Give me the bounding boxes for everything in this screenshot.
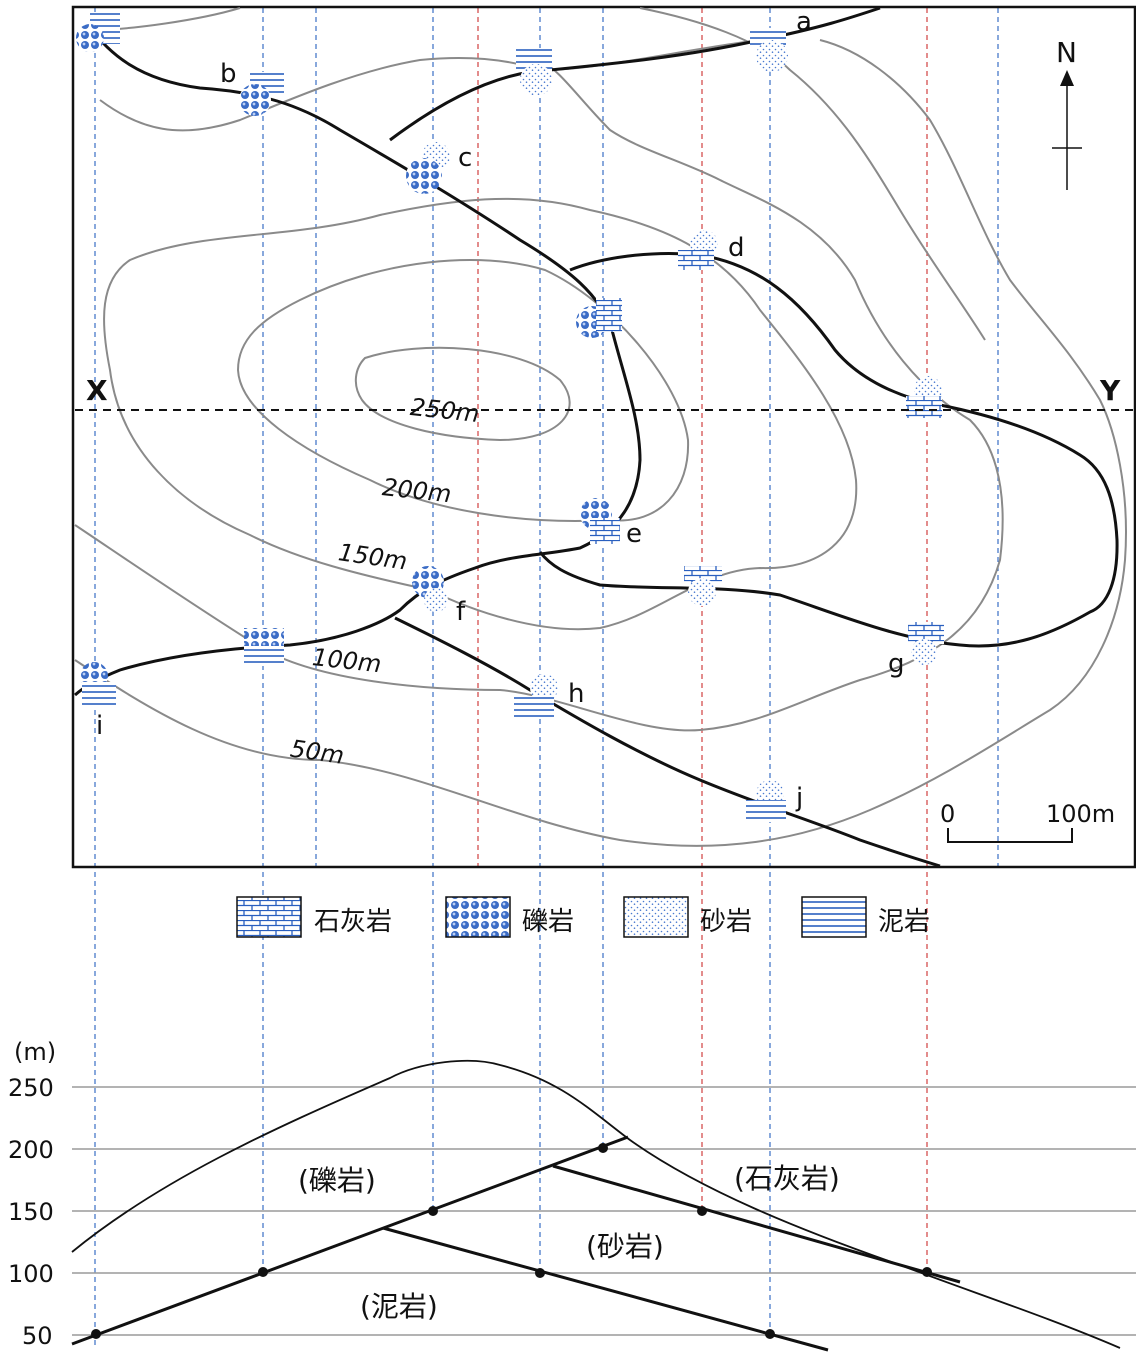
elevation-tick-label: 250 — [8, 1074, 54, 1102]
boundary-line — [389, 6, 881, 142]
limestone-symbol — [906, 396, 942, 418]
legend-label: 泥岩 — [878, 907, 930, 937]
mudstone-symbol — [244, 646, 284, 666]
contour-label-250: 250m — [409, 393, 481, 428]
legend-item: 砂岩 — [623, 896, 752, 938]
limestone-symbol — [590, 518, 620, 544]
contour-label-200: 200m — [381, 473, 453, 508]
point-label-j: j — [795, 783, 803, 813]
rock-symbols — [76, 12, 944, 822]
limestone-symbol — [596, 298, 622, 332]
rock-label-limestone: (石灰岩) — [734, 1162, 840, 1195]
mudstone-symbol — [514, 696, 554, 718]
scale-end-label: 100m — [1046, 800, 1115, 828]
legend-item: 礫岩 — [445, 896, 574, 938]
point-label-g: g — [888, 649, 905, 679]
limestone-symbol — [908, 622, 944, 644]
sandstone-symbol — [911, 639, 937, 665]
north-arrow-head — [1060, 70, 1074, 86]
elevation-unit-label: (m) — [14, 1038, 56, 1066]
contour-50 — [74, 39, 1127, 847]
section-point — [598, 1143, 608, 1153]
scale-bar-line — [947, 828, 1073, 843]
limestone-swatch — [236, 896, 302, 938]
section-point — [765, 1329, 775, 1339]
legend-label: 砂岩 — [700, 907, 752, 937]
elevation-tick-label: 200 — [8, 1136, 54, 1164]
point-label-h: h — [568, 679, 584, 709]
geologic-boundaries — [73, 6, 1119, 868]
contour-lines — [74, 7, 1127, 847]
conglomerate-symbol — [244, 628, 284, 646]
north-label: N — [1056, 36, 1077, 69]
strata-boundary — [552, 1164, 961, 1284]
mudstone-symbol — [82, 682, 116, 708]
elevation-tick-label: 50 — [22, 1322, 53, 1350]
legend-label: 礫岩 — [522, 907, 574, 937]
mudstone-symbol — [746, 800, 786, 822]
terrain-profile — [71, 1059, 1121, 1349]
legend: 石灰岩 礫岩 砂岩 泥岩 — [236, 896, 930, 938]
conglomerate-symbol — [406, 158, 442, 194]
strata-boundary — [382, 1226, 829, 1352]
sandstone-symbol — [424, 588, 448, 612]
conglomerate-symbol — [76, 24, 104, 52]
point-labels: a b c d e f g h i j — [96, 7, 905, 813]
point-label-b: b — [220, 59, 237, 89]
boundary-line — [394, 616, 941, 868]
section-point — [428, 1206, 438, 1216]
cross-section: (m) 250 200 150 100 50 (礫岩) (石灰岩) (砂岩) (… — [8, 1038, 1136, 1352]
contour-north-2 — [639, 7, 986, 341]
section-point — [697, 1206, 707, 1216]
sandstone-swatch — [623, 896, 689, 938]
rock-label-conglomerate: (礫岩) — [298, 1164, 376, 1197]
contour-250 — [354, 346, 571, 442]
section-point — [535, 1268, 545, 1278]
point-label-a: a — [796, 7, 812, 37]
section-point — [258, 1267, 268, 1277]
map-frame — [71, 5, 1136, 869]
legend-label: 石灰岩 — [314, 907, 392, 937]
scale-bar: 0 100m — [940, 800, 1115, 843]
point-label-e: e — [626, 519, 642, 549]
north-arrow: N — [1052, 36, 1082, 190]
legend-item: 石灰岩 — [236, 896, 392, 938]
sandstone-symbol — [688, 578, 716, 606]
contour-label-100: 100m — [311, 643, 383, 678]
sandstone-symbol — [756, 40, 788, 72]
mudstone-swatch — [801, 896, 867, 938]
scale-zero-label: 0 — [940, 800, 955, 828]
contour-label-50: 50m — [289, 735, 346, 770]
strata-boundary — [71, 1135, 629, 1346]
sandstone-symbol — [520, 64, 552, 96]
contour-north — [99, 39, 761, 132]
boundary-line — [73, 24, 642, 697]
elevation-tick-label: 100 — [8, 1260, 54, 1288]
contour-150 — [103, 197, 858, 631]
elevation-tick-label: 150 — [8, 1198, 54, 1226]
legend-item: 泥岩 — [801, 896, 930, 938]
contour-100 — [74, 59, 1004, 732]
point-label-c: c — [458, 143, 472, 173]
section-point — [922, 1267, 932, 1277]
conglomerate-swatch — [445, 896, 511, 938]
contour-labels: 250m 200m 150m 100m 50m — [289, 393, 481, 770]
conglomerate-symbol — [239, 84, 271, 116]
point-label-d: d — [728, 233, 745, 263]
rock-label-mudstone: (泥岩) — [360, 1290, 438, 1323]
point-label-f: f — [456, 597, 466, 627]
contour-200 — [236, 259, 690, 522]
point-label-i: i — [96, 711, 103, 741]
section-label-y: Y — [1099, 374, 1121, 407]
limestone-symbol — [678, 250, 714, 270]
section-label-x: X — [86, 374, 108, 407]
boundary-line — [538, 252, 1119, 648]
limestone-symbol — [684, 566, 722, 584]
rock-label-sandstone: (砂岩) — [586, 1230, 664, 1263]
sandstone-symbol — [530, 674, 558, 702]
section-point — [91, 1329, 101, 1339]
